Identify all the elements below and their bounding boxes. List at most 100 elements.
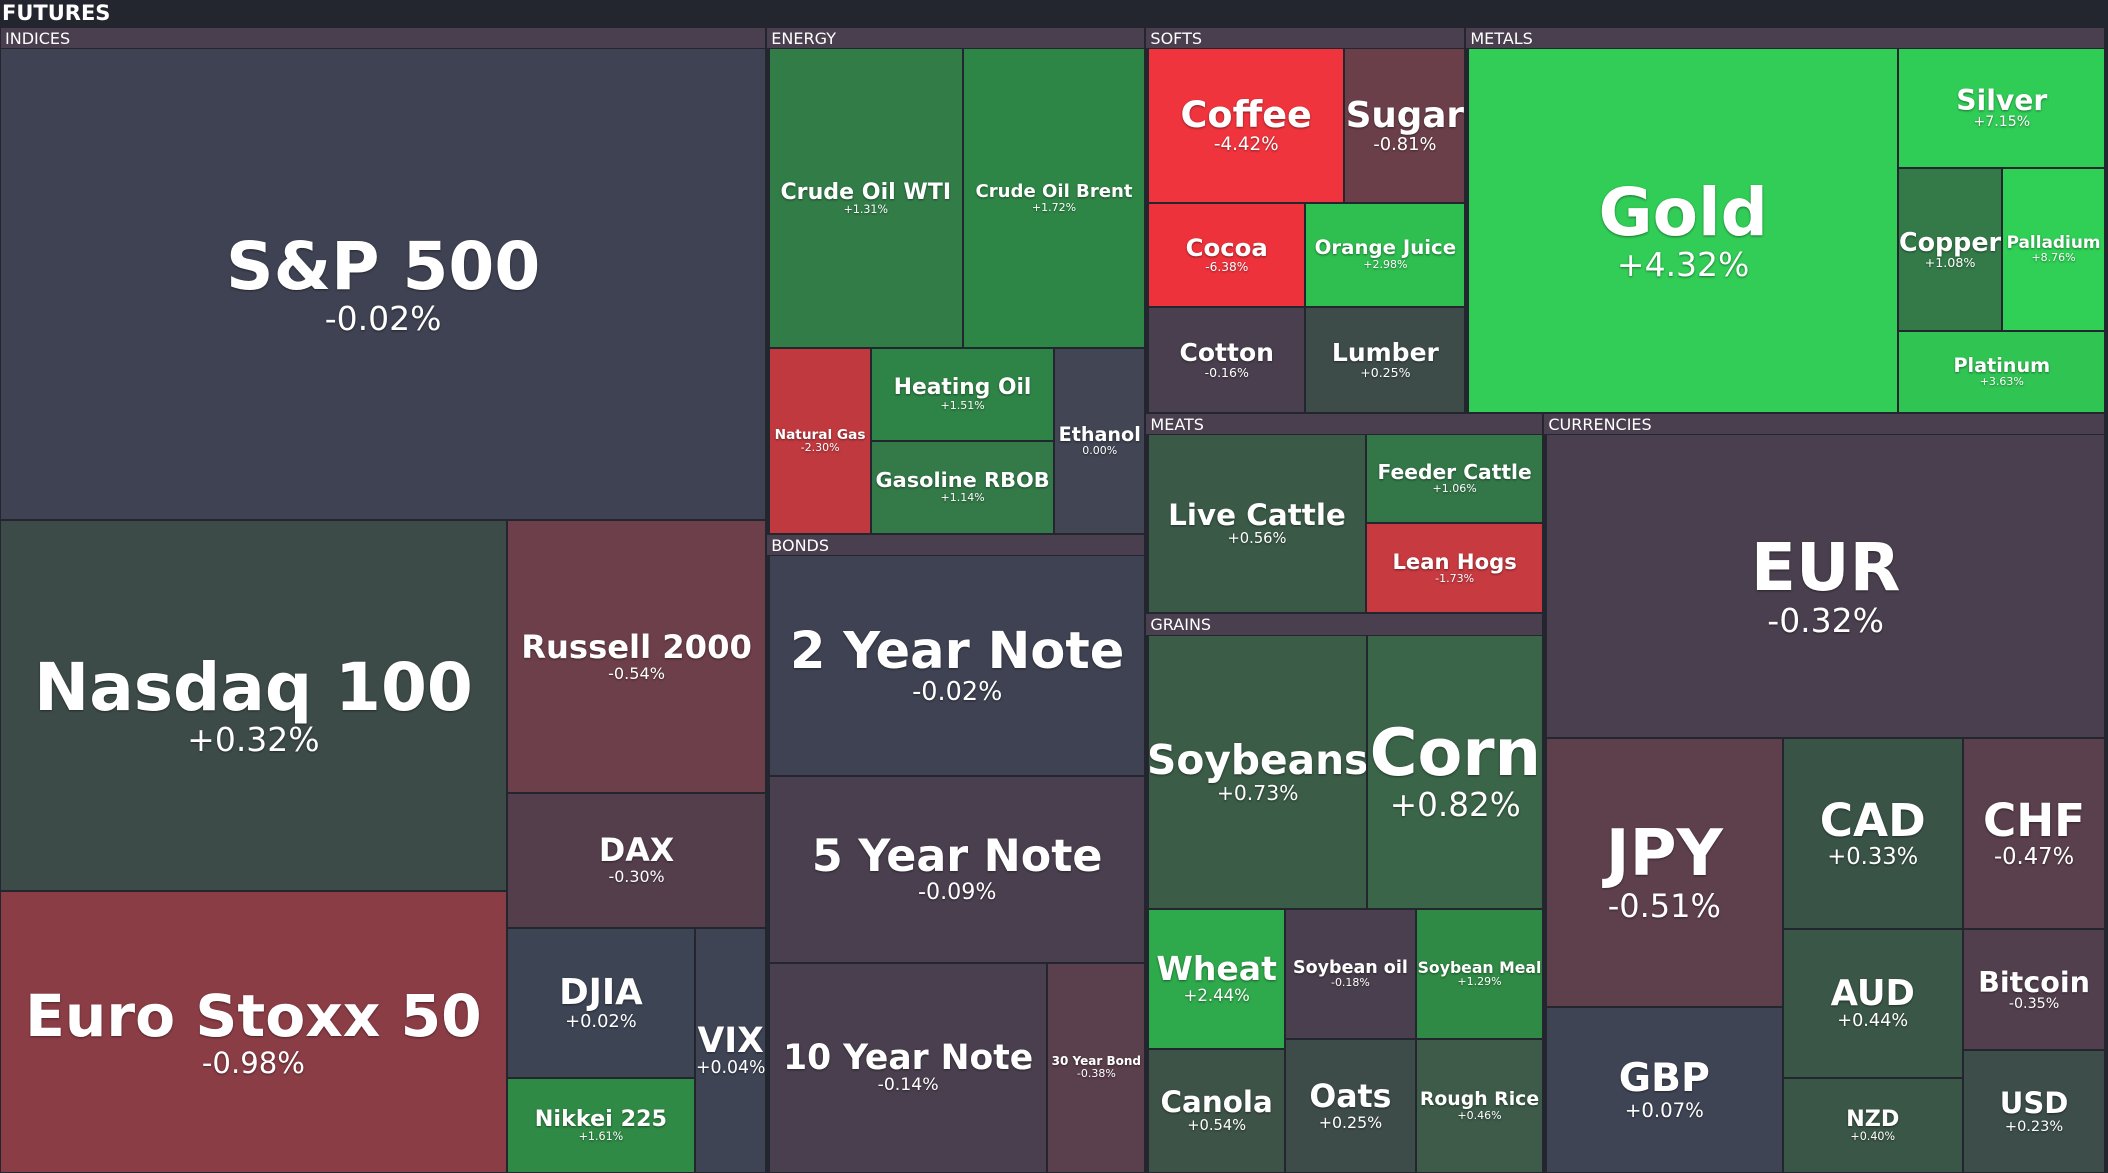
tile-name: VIX	[697, 1020, 764, 1061]
tile-name: Crude Oil Brent	[975, 180, 1133, 202]
tile-change: +0.33%	[1827, 843, 1919, 870]
tile-change: +2.98%	[1363, 258, 1408, 272]
tile[interactable]: Orange Juice +2.98%	[1306, 204, 1465, 306]
tile-name: DAX	[598, 832, 675, 869]
tile-name: CAD	[1819, 794, 1926, 848]
tile-name: Platinum	[1953, 353, 2051, 377]
tile-name: Lumber	[1331, 337, 1439, 367]
tile-change: +0.25%	[1318, 1113, 1383, 1132]
tile-change: +0.23%	[2004, 1118, 2064, 1135]
tile[interactable]: GBP +0.07%	[1547, 1007, 1782, 1172]
tile[interactable]: Soybeans +0.73%	[1149, 635, 1367, 908]
tile[interactable]: 2 Year Note -0.02%	[769, 556, 1145, 775]
tile-change: +0.25%	[1360, 364, 1411, 380]
tile-name: Euro Stoxx 50	[25, 981, 482, 1050]
tile-change: +0.07%	[1624, 1098, 1704, 1122]
tile[interactable]: Silver +7.15%	[1899, 49, 2105, 168]
tile-change: -0.16%	[1204, 364, 1249, 380]
tile-name: Orange Juice	[1314, 236, 1457, 260]
tile[interactable]: Corn +0.82%	[1368, 635, 1543, 908]
tile[interactable]: JPY -0.51%	[1547, 739, 1782, 1006]
tile-name: CHF	[1982, 794, 2086, 848]
tile-name: Corn	[1369, 715, 1541, 792]
tile-name: DJIA	[559, 972, 643, 1014]
tile[interactable]: Cotton -0.16%	[1149, 307, 1305, 412]
tile-change: +0.40%	[1850, 1130, 1896, 1144]
tile-name: Nasdaq 100	[33, 648, 473, 726]
tile[interactable]: Platinum +3.63%	[1899, 331, 2105, 412]
tile-name: S&P 500	[226, 227, 541, 305]
tile[interactable]: Ethanol 0.00%	[1055, 349, 1145, 533]
tile[interactable]: Lumber +0.25%	[1306, 307, 1465, 412]
tile-change: +1.61%	[578, 1130, 624, 1144]
tile[interactable]: VIX +0.04%	[696, 928, 766, 1172]
tile[interactable]: Copper +1.08%	[1899, 169, 2001, 330]
tile-change: -1.73%	[1435, 572, 1475, 586]
tile[interactable]: DAX -0.30%	[507, 794, 766, 927]
tile[interactable]: NZD +0.40%	[1783, 1079, 1962, 1172]
tile-change: -2.30%	[800, 441, 840, 455]
tile-name: Gasoline RBOB	[875, 468, 1050, 493]
tile[interactable]: Oats +0.25%	[1286, 1040, 1415, 1172]
tile[interactable]: CAD +0.33%	[1783, 739, 1962, 928]
tile-change: -0.47%	[1993, 843, 2075, 870]
tile[interactable]: Natural Gas -2.30%	[769, 349, 871, 533]
tile[interactable]: Gasoline RBOB +1.14%	[872, 441, 1053, 533]
tile-change: +1.29%	[1457, 975, 1502, 989]
tile-name: Soybean Meal	[1417, 957, 1542, 977]
group-label: MEATS	[1146, 413, 1543, 435]
tile-name: Cotton	[1179, 337, 1274, 367]
tile-name: NZD	[1846, 1105, 1900, 1132]
tile[interactable]: Gold +4.32%	[1469, 49, 1898, 412]
tile[interactable]: Russell 2000 -0.54%	[507, 521, 766, 793]
tile-name: Bitcoin	[1978, 964, 2090, 999]
tile-change: +2.44%	[1183, 985, 1250, 1005]
tile-change: -0.32%	[1767, 600, 1885, 640]
tile-name: 5 Year Note	[811, 830, 1103, 882]
tile[interactable]: EUR -0.32%	[1547, 435, 2105, 738]
tile-name: Ethanol	[1058, 422, 1141, 446]
tile-change: +1.14%	[940, 491, 985, 505]
tile-name: GBP	[1618, 1055, 1710, 1102]
tile[interactable]: S&P 500 -0.02%	[1, 49, 766, 520]
tile[interactable]: CHF -0.47%	[1963, 739, 2105, 928]
tile[interactable]: Lean Hogs -1.73%	[1366, 523, 1543, 613]
tile[interactable]: Feeder Cattle +1.06%	[1366, 435, 1543, 522]
tile[interactable]: Live Cattle +0.56%	[1149, 435, 1365, 613]
tile[interactable]: 10 Year Note -0.14%	[769, 963, 1047, 1172]
tile[interactable]: Cocoa -6.38%	[1149, 204, 1305, 306]
tile[interactable]: Wheat +2.44%	[1149, 909, 1285, 1048]
tile-change: +0.73%	[1216, 780, 1299, 805]
tile[interactable]: Sugar -0.81%	[1345, 49, 1465, 202]
tile-name: Live Cattle	[1168, 498, 1346, 533]
tile[interactable]: USD +0.23%	[1963, 1050, 2105, 1172]
tile-name: Coffee	[1180, 93, 1312, 137]
tile-name: Silver	[1956, 83, 2048, 117]
group-label: METALS	[1466, 27, 2105, 49]
tile-change: +0.44%	[1837, 1011, 1909, 1032]
tile[interactable]: Coffee -4.42%	[1149, 49, 1344, 202]
tile-name: Natural Gas	[774, 426, 866, 443]
tile[interactable]: Crude Oil WTI +1.31%	[769, 49, 962, 348]
tile[interactable]: Nikkei 225 +1.61%	[507, 1079, 695, 1172]
tile-change: -6.38%	[1205, 259, 1249, 274]
group-label: ENERGY	[767, 27, 1145, 49]
tile[interactable]: Euro Stoxx 50 -0.98%	[1, 892, 506, 1172]
tile-change: +1.06%	[1432, 482, 1477, 496]
tile[interactable]: Soybean Meal +1.29%	[1416, 909, 1543, 1039]
tile-name: Cocoa	[1185, 233, 1268, 263]
tile[interactable]: Palladium +8.76%	[2002, 169, 2105, 330]
tile[interactable]: 30 Year Bond -0.38%	[1048, 963, 1145, 1172]
tile[interactable]: Nasdaq 100 +0.32%	[1, 521, 506, 891]
tile-name: EUR	[1750, 529, 1901, 607]
tile[interactable]: 5 Year Note -0.09%	[769, 776, 1145, 962]
tile-name: Soybean oil	[1293, 957, 1408, 978]
tile[interactable]: AUD +0.44%	[1783, 929, 1962, 1078]
tile[interactable]: Bitcoin -0.35%	[1963, 929, 2105, 1049]
tile[interactable]: Canola +0.54%	[1149, 1049, 1285, 1172]
tile[interactable]: Crude Oil Brent +1.72%	[963, 49, 1145, 348]
tile[interactable]: Soybean oil -0.18%	[1286, 909, 1415, 1039]
tile[interactable]: Heating Oil +1.51%	[872, 349, 1053, 440]
tile[interactable]: Rough Rice +0.46%	[1416, 1040, 1543, 1172]
tile[interactable]: DJIA +0.02%	[507, 928, 695, 1078]
